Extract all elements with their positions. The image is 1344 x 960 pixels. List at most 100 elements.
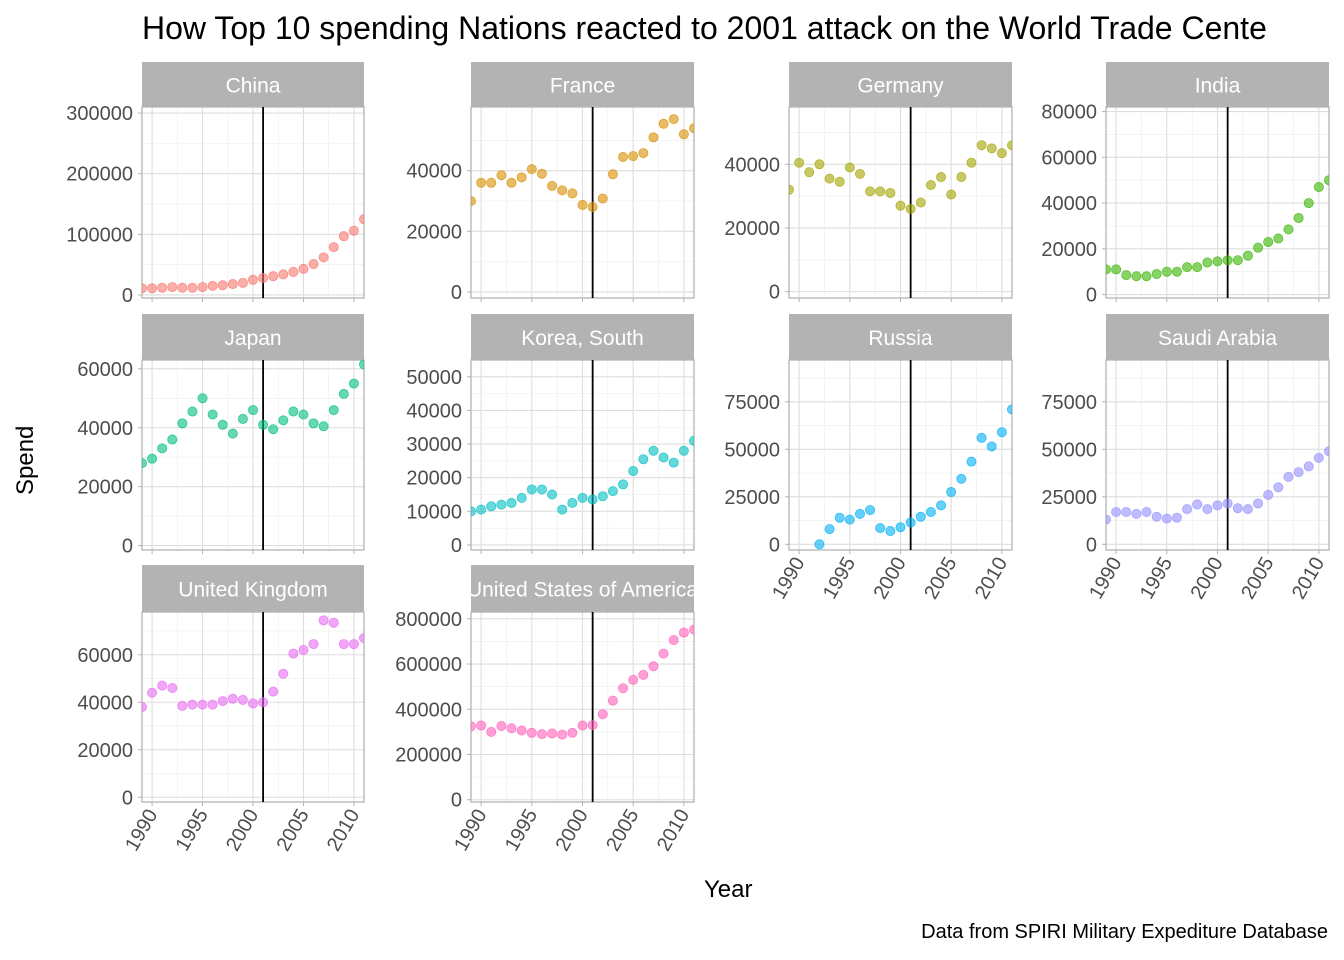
data-point xyxy=(1324,175,1329,186)
y-tick-label: 20000 xyxy=(406,468,462,490)
data-point xyxy=(496,170,507,181)
data-series xyxy=(1106,446,1329,525)
y-tick-label: 60000 xyxy=(77,645,133,667)
data-point xyxy=(506,177,517,188)
data-point xyxy=(318,421,329,432)
data-point xyxy=(1242,504,1253,515)
data-series xyxy=(471,435,694,517)
data-point xyxy=(789,184,794,195)
data-point xyxy=(217,419,228,430)
facet-strip-label: United Kingdom xyxy=(178,579,327,602)
data-point xyxy=(278,269,289,280)
data-point xyxy=(628,465,639,476)
data-point xyxy=(278,668,289,679)
data-point xyxy=(885,526,896,537)
data-point xyxy=(1151,511,1162,522)
data-point xyxy=(359,214,364,225)
y-tick-label: 75000 xyxy=(1041,392,1097,414)
data-point xyxy=(865,505,876,516)
y-tick-label: 0 xyxy=(769,282,780,304)
data-series xyxy=(814,404,1012,550)
data-point xyxy=(207,409,218,420)
data-point xyxy=(268,271,279,282)
y-tick-label: 20000 xyxy=(77,740,133,762)
data-point xyxy=(486,726,497,737)
data-point xyxy=(142,283,147,294)
data-point xyxy=(689,123,694,134)
facet-strip-label: Saudi Arabia xyxy=(1158,327,1277,350)
data-point xyxy=(824,173,835,184)
data-point xyxy=(1263,236,1274,247)
y-tick-label: 200000 xyxy=(66,164,133,186)
data-point xyxy=(986,143,997,154)
data-point xyxy=(1171,266,1182,277)
data-point xyxy=(1161,266,1172,277)
data-point xyxy=(237,413,248,424)
data-point xyxy=(668,114,679,125)
data-point xyxy=(638,148,649,159)
data-point xyxy=(268,686,279,697)
data-point xyxy=(618,683,629,694)
data-point xyxy=(1106,514,1111,525)
data-point xyxy=(547,728,558,739)
data-point xyxy=(471,506,476,517)
data-point xyxy=(1106,264,1111,275)
data-point xyxy=(956,172,967,183)
data-point xyxy=(956,473,967,484)
data-point xyxy=(247,274,258,285)
data-point xyxy=(167,683,178,694)
data-point xyxy=(547,180,558,191)
data-point xyxy=(476,504,487,515)
x-axis-label: Year xyxy=(704,876,753,903)
facet-strip-label: France xyxy=(550,75,615,98)
data-point xyxy=(506,497,517,508)
data-point xyxy=(814,159,825,170)
facet-strip xyxy=(789,314,1012,360)
y-tick-label: 75000 xyxy=(724,392,780,414)
data-point xyxy=(814,539,825,550)
x-tick-label: 2010 xyxy=(653,806,694,856)
y-tick-label: 25000 xyxy=(724,487,780,509)
data-point xyxy=(597,709,608,720)
data-point xyxy=(996,148,1007,159)
data-point xyxy=(638,669,649,680)
x-tick-label: 1995 xyxy=(501,806,542,856)
data-point xyxy=(1111,264,1122,275)
facet-panel: Russia 0 25000 50000 75000 1990 1995 2000 2005 20… xyxy=(724,314,1013,604)
data-point xyxy=(237,277,248,288)
facet-strip-label: United States of America xyxy=(467,579,698,602)
y-tick-label: 0 xyxy=(122,787,133,809)
x-tick-label: 2005 xyxy=(272,806,313,856)
data-point xyxy=(1222,498,1233,509)
data-point xyxy=(328,242,339,253)
data-point xyxy=(996,427,1007,438)
data-point xyxy=(976,140,987,151)
facet-strip-label: Russia xyxy=(868,327,933,350)
x-tick-label: 2010 xyxy=(971,554,1012,604)
data-point xyxy=(648,132,659,143)
data-point xyxy=(1273,482,1284,493)
data-point xyxy=(1131,508,1142,519)
x-tick-label: 1990 xyxy=(121,806,162,856)
y-tick-label: 100000 xyxy=(66,224,133,246)
data-point xyxy=(618,479,629,490)
data-point xyxy=(167,282,178,293)
data-point xyxy=(187,406,198,417)
facet-strip xyxy=(142,565,364,612)
data-point xyxy=(577,492,588,503)
data-point xyxy=(1121,270,1132,281)
data-point xyxy=(597,193,608,204)
data-point xyxy=(658,118,669,129)
y-tick-label: 50000 xyxy=(406,367,462,389)
data-point xyxy=(607,695,618,706)
data-point xyxy=(328,617,339,628)
data-point xyxy=(607,486,618,497)
data-point xyxy=(804,167,815,178)
data-point xyxy=(895,200,906,211)
data-point xyxy=(1007,140,1012,151)
facet-panel: Japan 0 20000 40000 60000 xyxy=(77,314,365,558)
facet-panel: France 0 20000 40000 xyxy=(406,62,695,304)
y-tick-label: 50000 xyxy=(1041,439,1097,461)
data-point xyxy=(308,418,319,429)
